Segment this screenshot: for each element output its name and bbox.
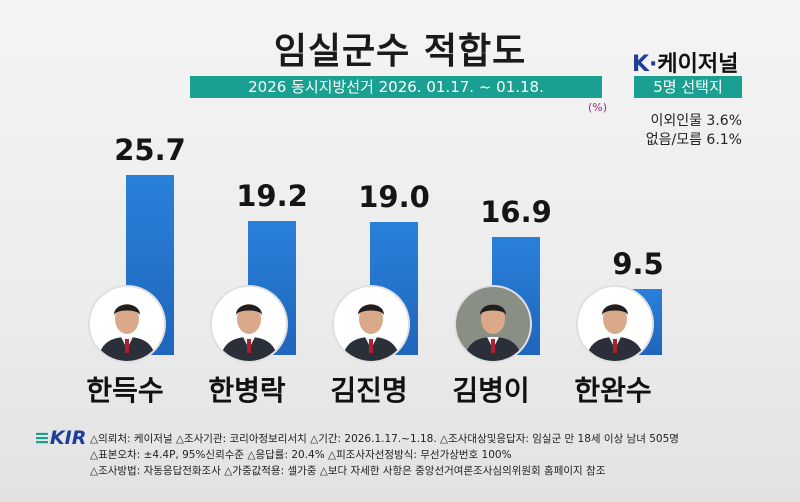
kir-logo: ≡KIR bbox=[34, 427, 87, 449]
candidate-name-3: 김진명 bbox=[330, 374, 408, 407]
candidate-photo-3 bbox=[332, 285, 410, 363]
value-label-5: 9.5 bbox=[612, 246, 664, 281]
note-none: 없음/모름 6.1% bbox=[645, 132, 742, 148]
candidate-name-4: 김병이 bbox=[452, 374, 530, 407]
value-label-3: 19.0 bbox=[358, 180, 430, 214]
candidate-photo-2 bbox=[210, 285, 288, 363]
brand-k-mark: K· bbox=[632, 52, 658, 77]
footer-line-2: △표본오차: ±4.4P, 95%신뢰수준 △응답률: 20.4% △피조사자선… bbox=[90, 449, 512, 461]
choice-count-tag: 5명 선택지 bbox=[634, 76, 742, 98]
footer-line-3: △조사방법: 자동응답전화조사 △가중값적용: 셀가중 △보다 자세한 사항은 … bbox=[90, 465, 606, 477]
candidate-photo-1 bbox=[88, 285, 166, 363]
brand-logo: K·케이저널 bbox=[632, 46, 738, 78]
unit-label: (%) bbox=[588, 101, 608, 114]
footer-line-1: △의뢰처: 케이저널 △조사기관: 코리아정보리서치 △기간: 2026.1.1… bbox=[90, 433, 679, 445]
kir-logo-text: KIR bbox=[49, 427, 87, 449]
value-label-4: 16.9 bbox=[480, 194, 552, 229]
value-label-1: 25.7 bbox=[114, 133, 186, 168]
candidate-photo-5 bbox=[576, 285, 654, 363]
survey-period-banner: 2026 동시지방선거 2026. 01.17. ~ 01.18. bbox=[190, 76, 602, 98]
candidate-name-1: 한득수 bbox=[86, 374, 164, 407]
value-label-2: 19.2 bbox=[236, 178, 308, 213]
brand-name: 케이저널 bbox=[657, 52, 739, 77]
candidate-photo-4 bbox=[454, 285, 532, 363]
chart-title: 임실군수 적합도 bbox=[273, 31, 527, 72]
candidate-name-5: 한완수 bbox=[574, 374, 652, 407]
note-other: 이외인물 3.6% bbox=[650, 113, 742, 129]
candidate-name-2: 한병락 bbox=[208, 374, 286, 407]
